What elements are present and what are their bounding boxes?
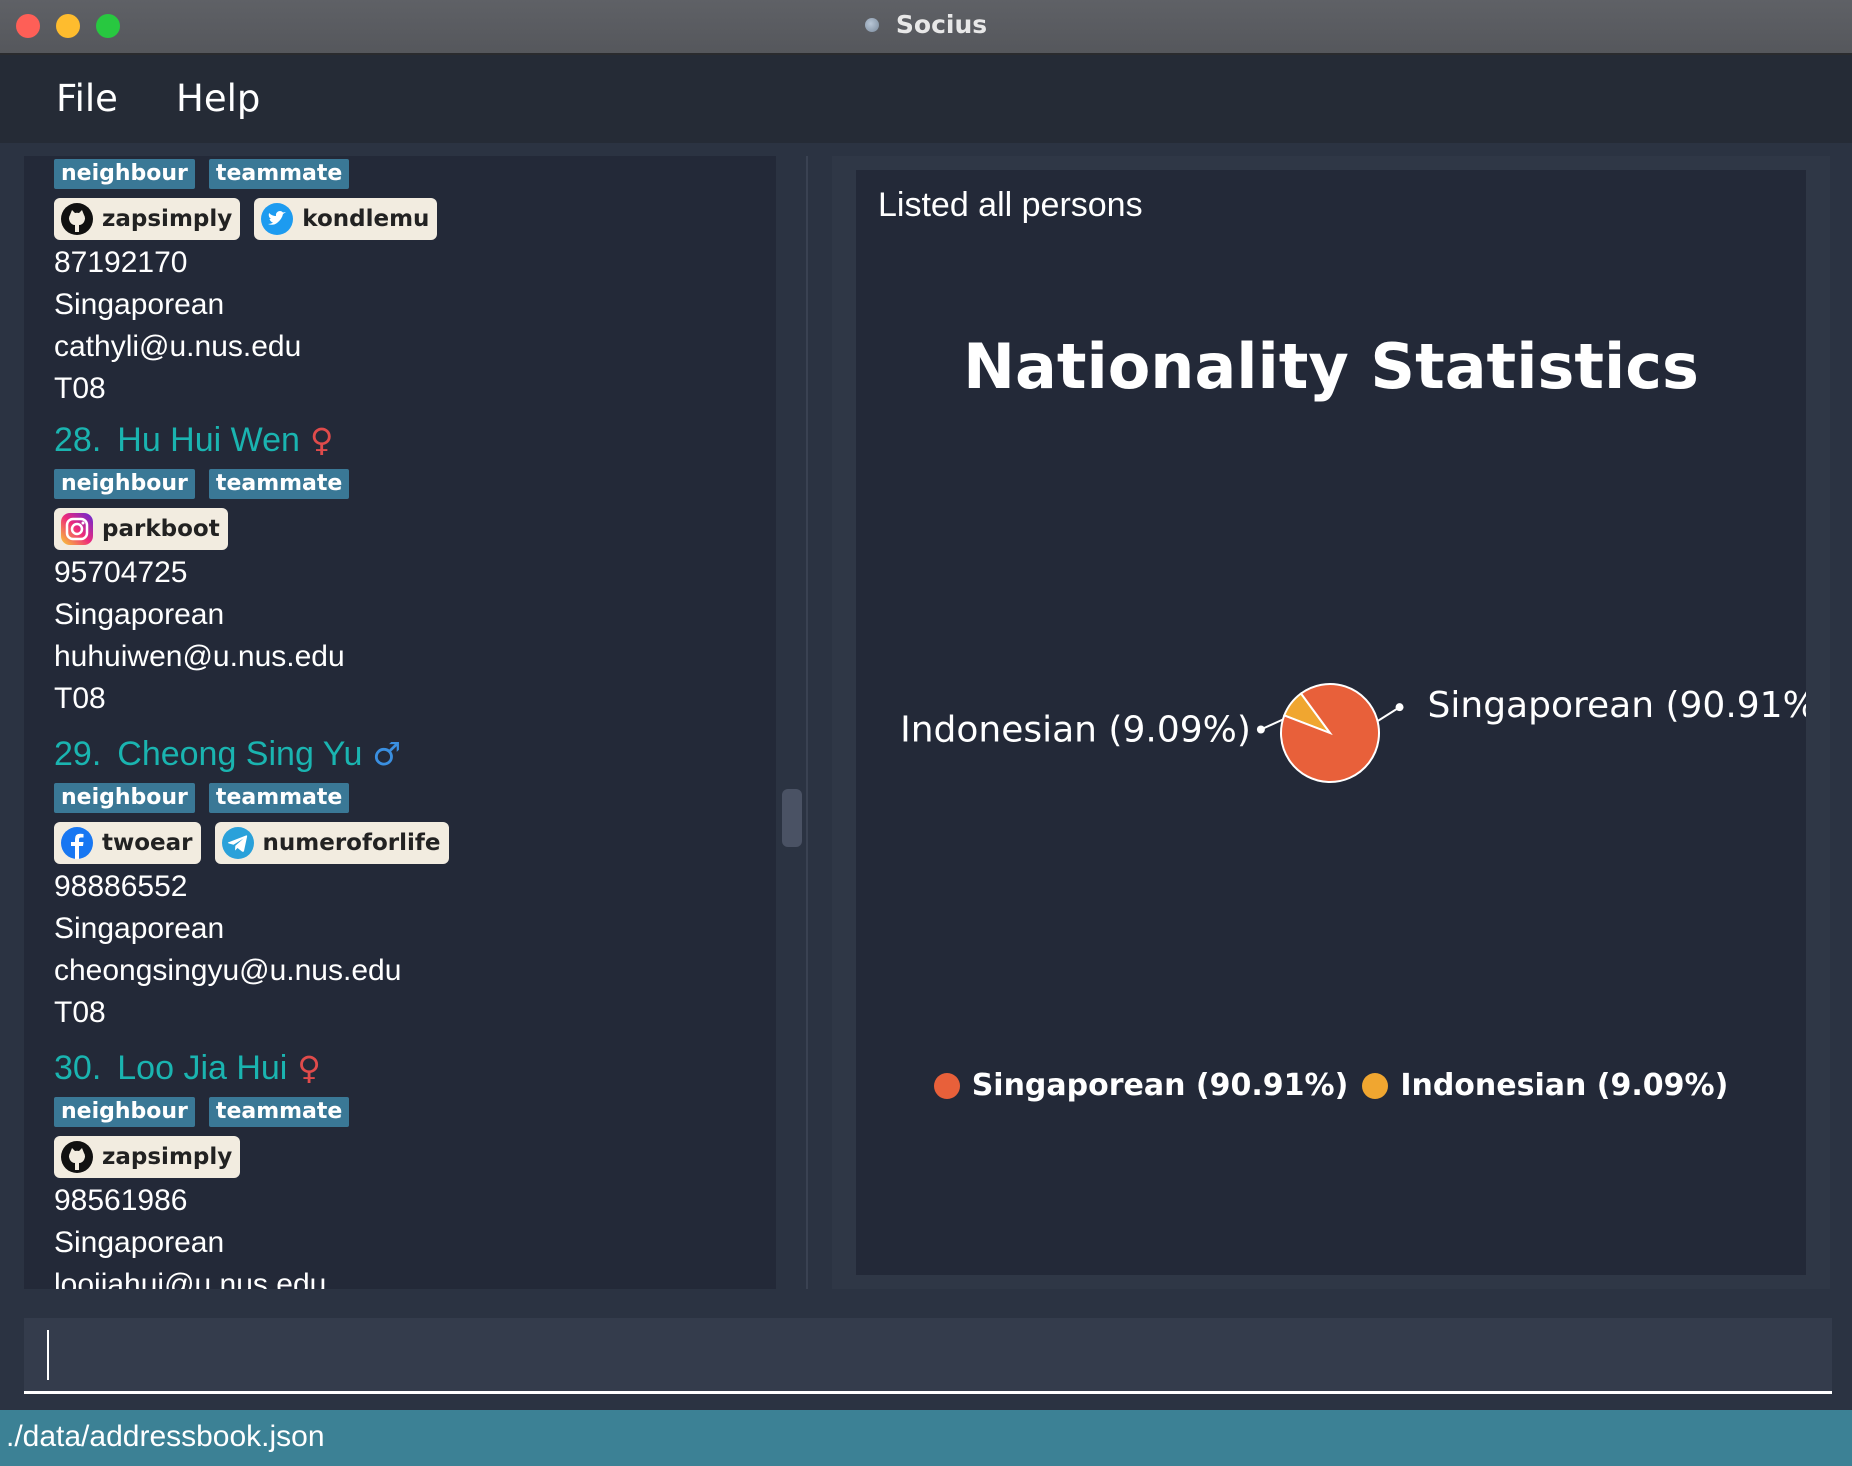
tag: neighbour <box>54 469 195 499</box>
tag: neighbour <box>54 1097 195 1127</box>
social-badge-twitter[interactable]: kondlemu <box>254 198 438 240</box>
person-index: 29. <box>54 734 102 773</box>
maximize-window-button[interactable] <box>96 14 120 38</box>
person-card[interactable]: 28. Hu Hui Wen ♀ neighbour teammate <box>54 416 350 720</box>
nationality: Singaporean <box>54 598 225 631</box>
nationality: Singaporean <box>54 1226 225 1259</box>
tag-list: neighbour teammate <box>54 1094 350 1130</box>
nationality: Singaporean <box>54 288 225 321</box>
email: loojiahui@u.nus.edu <box>54 1268 327 1289</box>
pie-label-singaporean: Singaporean (90.91%) <box>1428 685 1806 726</box>
twitter-icon <box>261 203 294 235</box>
pie-slice-singaporean <box>1280 683 1380 783</box>
pie-leader-line <box>1260 718 1284 731</box>
person-name: Cheong Sing Yu <box>117 734 363 773</box>
social-handle: parkboot <box>102 516 220 542</box>
social-badge-github[interactable]: zapsimply <box>54 198 241 240</box>
person-name: Loo Jia Hui <box>117 1048 288 1087</box>
legend-dot <box>933 1072 960 1099</box>
tag: teammate <box>208 159 350 189</box>
facebook-icon <box>61 827 93 859</box>
social-handle: zapsimply <box>102 1144 233 1170</box>
social-badge-instagram[interactable]: parkboot <box>54 508 228 550</box>
result-message: Listed all persons <box>878 186 1143 224</box>
tutorial-group: T08 <box>54 682 106 715</box>
social-handle: zapsimply <box>102 206 233 232</box>
panel-divider[interactable] <box>806 156 808 1289</box>
social-handle: numeroforlife <box>262 830 441 856</box>
person-index: 30. <box>54 1048 102 1087</box>
person-name: Hu Hui Wen <box>117 420 300 459</box>
pie-chart: Singaporean (90.91%) Indonesian (9.09%) <box>900 683 1806 783</box>
legend-item-singaporean: Singaporean (90.91%) <box>933 1068 1349 1103</box>
email: cheongsingyu@u.nus.edu <box>54 954 402 987</box>
social-list: zapsimply kondlemu <box>54 198 438 242</box>
person-card[interactable]: 30. Loo Jia Hui ♀ neighbour teammate zap… <box>54 1044 350 1289</box>
tag: teammate <box>208 469 350 499</box>
tag: teammate <box>208 1097 350 1127</box>
social-badge-github[interactable]: zapsimply <box>54 1136 241 1178</box>
legend-label: Indonesian (9.09%) <box>1400 1068 1729 1103</box>
telegram-icon <box>221 827 254 859</box>
save-location: ./data/addressbook.json <box>6 1420 325 1453</box>
social-list: zapsimply <box>54 1136 349 1180</box>
phone-number: 95704725 <box>54 556 188 589</box>
social-badge-facebook[interactable]: twoear <box>54 822 201 864</box>
legend-label: Singaporean (90.91%) <box>971 1068 1349 1103</box>
tag: neighbour <box>54 159 195 189</box>
github-icon <box>61 203 93 235</box>
menu-file[interactable]: File <box>56 77 118 120</box>
text-caret <box>47 1330 49 1380</box>
minimize-window-button[interactable] <box>56 14 80 38</box>
list-scrollbar-thumb[interactable] <box>782 789 802 847</box>
github-icon <box>61 1141 93 1173</box>
phone-number: 87192170 <box>54 246 188 279</box>
menu-bar: File Help <box>0 55 1852 143</box>
female-icon: ♀ <box>297 1049 321 1087</box>
status-bar: ./data/addressbook.json <box>0 1410 1852 1466</box>
email: huhuiwen@u.nus.edu <box>54 640 345 673</box>
pie-leader-line <box>1377 706 1401 722</box>
social-list: twoear numeroforlife <box>54 822 449 866</box>
tag-list: neighbour teammate <box>54 466 350 502</box>
social-list: parkboot <box>54 508 349 552</box>
nationality: Singaporean <box>54 912 225 945</box>
legend-item-indonesian: Indonesian (9.09%) <box>1362 1068 1728 1103</box>
app-icon <box>864 17 879 32</box>
male-icon: ♂ <box>372 735 402 773</box>
command-input[interactable] <box>24 1318 1832 1394</box>
tag-list: neighbour teammate <box>54 780 449 816</box>
person-card[interactable]: 29. Cheong Sing Yu ♂ neighbour teammate … <box>54 730 449 1034</box>
menu-help[interactable]: Help <box>176 77 261 120</box>
tag: teammate <box>208 783 350 813</box>
person-card[interactable]: neighbour teammate zapsimply kondle <box>54 156 438 410</box>
pie-leader-dot <box>1395 703 1404 712</box>
window-title: Socius <box>895 10 988 39</box>
chart-legend: Singaporean (90.91%) Indonesian (9.09%) <box>856 1068 1806 1103</box>
tag-list: neighbour teammate <box>54 156 437 192</box>
close-window-button[interactable] <box>16 14 40 38</box>
chart-title: Nationality Statistics <box>963 330 1699 403</box>
tutorial-group: T08 <box>54 996 106 1029</box>
pie-label-indonesian: Indonesian (9.09%) <box>900 709 1251 750</box>
email: cathyli@u.nus.edu <box>54 330 302 363</box>
instagram-icon <box>61 513 93 545</box>
pie-leader-dot <box>1256 725 1265 734</box>
social-handle: twoear <box>102 830 193 856</box>
phone-number: 98561986 <box>54 1184 188 1217</box>
social-badge-telegram[interactable]: numeroforlife <box>214 822 449 864</box>
legend-dot <box>1362 1072 1389 1099</box>
social-handle: kondlemu <box>302 206 430 232</box>
tag: neighbour <box>54 783 195 813</box>
tutorial-group: T08 <box>54 372 106 405</box>
phone-number: 98886552 <box>54 870 188 903</box>
person-list[interactable]: neighbour teammate zapsimply kondle <box>24 156 776 1289</box>
person-index: 28. <box>54 420 102 459</box>
title-bar: Socius <box>0 0 1852 55</box>
female-icon: ♀ <box>309 421 334 459</box>
